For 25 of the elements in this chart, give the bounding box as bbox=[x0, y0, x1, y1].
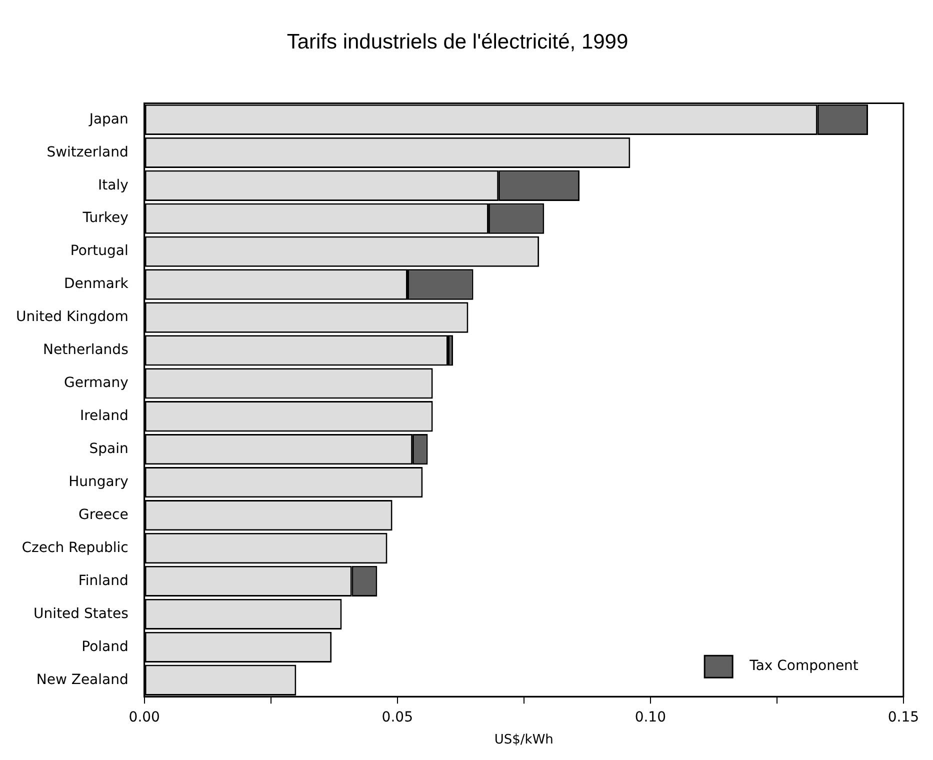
y-tick-label: Ireland bbox=[80, 408, 128, 424]
y-tick-label: Turkey bbox=[82, 210, 128, 226]
y-tick-label: Italy bbox=[98, 177, 128, 194]
y-tick-label: Portugal bbox=[70, 243, 128, 260]
y-tick-label: Finland bbox=[78, 572, 128, 589]
y-tick-label: Germany bbox=[64, 375, 128, 392]
y-tick-label: New Zealand bbox=[36, 672, 128, 688]
x-tick-label: 0.05 bbox=[382, 710, 413, 726]
chart-title: Tarifs industriels de l'électricité, 1999 bbox=[286, 30, 628, 54]
y-tick-label: Switzerland bbox=[46, 144, 128, 160]
y-tick-label: United Kingdom bbox=[16, 309, 128, 326]
x-axis-title: US$/kWh bbox=[494, 732, 554, 748]
y-tick-label: Japan bbox=[88, 111, 128, 128]
legend-label: Tax Component bbox=[748, 658, 859, 674]
y-tick-label: Denmark bbox=[64, 276, 130, 292]
y-tick-label: Greece bbox=[78, 506, 128, 523]
y-tick-label: United States bbox=[34, 606, 128, 622]
y-tick-label: Spain bbox=[89, 440, 128, 457]
x-tick-label: 0.10 bbox=[634, 710, 666, 726]
y-tick-label: Poland bbox=[82, 638, 128, 655]
y-tick-label: Netherlands bbox=[43, 342, 128, 358]
y-tick-label: Hungary bbox=[68, 474, 128, 490]
y-tick-label: Czech Republic bbox=[22, 540, 128, 556]
x-tick-label: 0.15 bbox=[888, 710, 919, 726]
x-tick-label: 0.00 bbox=[128, 710, 160, 726]
